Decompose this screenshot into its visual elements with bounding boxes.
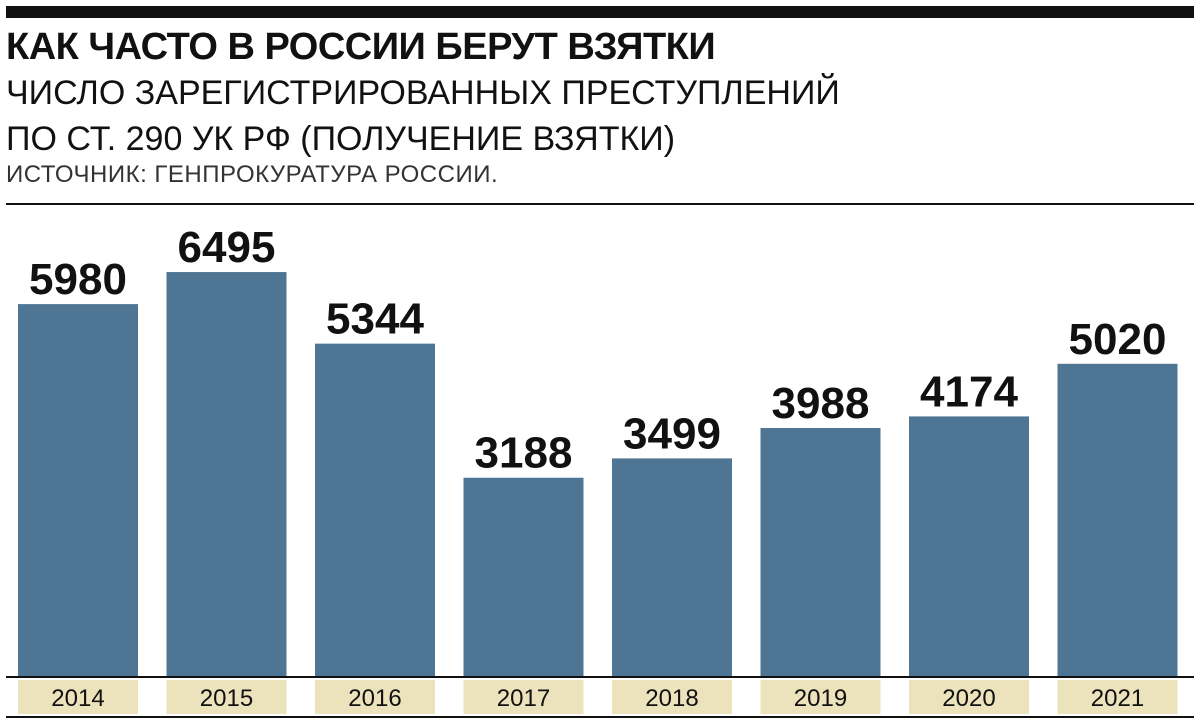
bar-2017	[463, 477, 584, 676]
value-label-2014: 5980	[29, 255, 127, 304]
value-label-2020: 4174	[920, 367, 1018, 416]
year-band-2021	[1057, 680, 1178, 714]
subtitle-line-2: ПО СТ. 290 УК РФ (ПОЛУЧЕНИЕ ВЗЯТКИ)	[6, 120, 676, 158]
bar-2021	[1057, 363, 1178, 676]
x-tick-label-2014: 2014	[51, 685, 104, 712]
x-tick-label-2020: 2020	[942, 685, 995, 712]
header-divider	[6, 203, 1194, 205]
chart-subtitle: ЧИСЛО ЗАРЕГИСТРИРОВАННЫХ ПРЕСТУПЛЕНИЙ ПО…	[6, 70, 840, 162]
year-band-2017	[463, 680, 584, 714]
x-tick-label-2021: 2021	[1091, 685, 1144, 712]
value-label-2015: 6495	[178, 223, 276, 272]
x-tick-label-2018: 2018	[645, 685, 698, 712]
source-note: ИСТОЧНИК: ГЕНПРОКУРАТУРА РОССИИ.	[6, 161, 499, 188]
bar-2015	[166, 272, 287, 676]
value-label-2021: 5020	[1069, 315, 1167, 364]
bar-2014	[18, 304, 138, 676]
chart-title: КАК ЧАСТО В РОССИИ БЕРУТ ВЗЯТКИ	[6, 26, 716, 68]
top-rule	[6, 6, 1194, 18]
year-band-2020	[909, 680, 1029, 714]
year-band-2014	[18, 680, 138, 714]
year-band-2016	[315, 680, 435, 714]
bar-2019	[760, 427, 881, 676]
bar-2020	[909, 416, 1029, 676]
bar-2016	[315, 343, 435, 676]
subtitle-line-1: ЧИСЛО ЗАРЕГИСТРИРОВАННЫХ ПРЕСТУПЛЕНИЙ	[6, 74, 840, 112]
x-tick-label-2016: 2016	[348, 685, 401, 712]
value-label-2019: 3988	[772, 379, 870, 428]
bar-2018	[612, 458, 732, 676]
year-band-2018	[612, 680, 732, 714]
value-label-2018: 3499	[623, 409, 721, 458]
x-tick-label-2017: 2017	[497, 685, 550, 712]
x-tick-label-2019: 2019	[794, 685, 847, 712]
year-band-2019	[760, 680, 881, 714]
x-tick-label-2015: 2015	[200, 685, 253, 712]
year-band-2015	[166, 680, 287, 714]
value-label-2017: 3188	[475, 429, 573, 478]
value-label-2016: 5344	[326, 295, 424, 344]
